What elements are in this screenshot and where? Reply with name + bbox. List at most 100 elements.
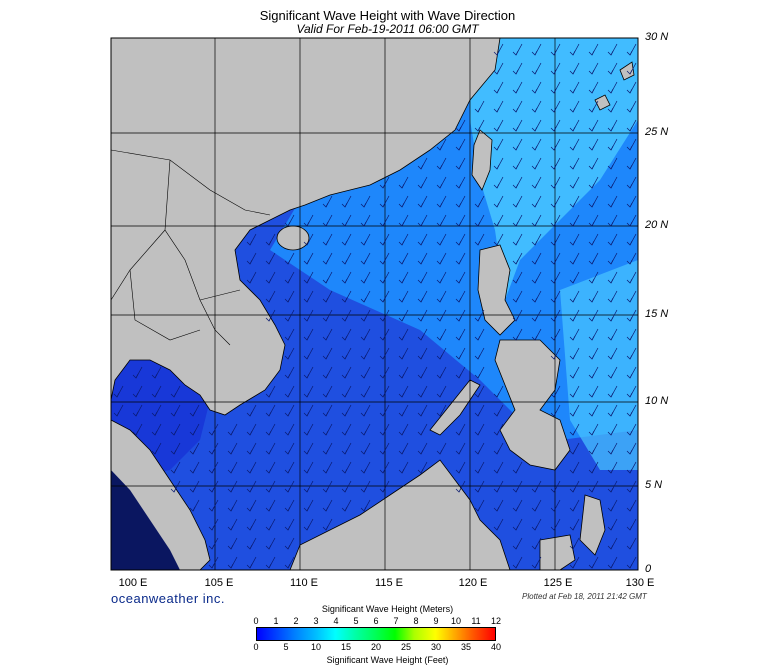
wave-arrow-head [322, 240, 329, 246]
wave-arrow-head [493, 50, 500, 56]
wave-arrow-head [417, 411, 424, 417]
wave-arrow-head [455, 373, 462, 379]
wave-arrow-head [455, 316, 462, 322]
wave-arrow-head [569, 525, 576, 531]
wave-arrow-head [550, 88, 557, 94]
wave-arrow-head [189, 449, 196, 455]
wave-arrow-head [379, 335, 386, 341]
wave-arrow-head [436, 240, 443, 246]
wave-arrow-head [569, 430, 576, 436]
wave-arrow-head [379, 221, 386, 227]
wave-arrow-head [569, 392, 576, 398]
wave-arrow-head [284, 221, 291, 227]
wave-arrow-head [569, 259, 576, 265]
wave-arrow-head [455, 297, 462, 303]
wave-arrow-head [474, 506, 481, 512]
wave-arrow-head [531, 240, 538, 246]
meter-tick: 10 [450, 616, 461, 626]
wave-arrow-head [151, 392, 158, 398]
wave-arrow-head [265, 316, 272, 322]
wave-arrow-head [265, 563, 272, 569]
wave-arrow-head [569, 354, 576, 360]
wave-arrow-head [265, 506, 272, 512]
wave-arrow-head [626, 449, 633, 455]
wave-arrow-head [493, 145, 500, 151]
wave-arrow-head [436, 278, 443, 284]
wave-arrow-head [512, 50, 519, 56]
wave-arrow-head [569, 164, 576, 170]
wave-arrow-head [550, 335, 557, 341]
wave-arrow-head [531, 525, 538, 531]
wave-height-colorbar [256, 627, 496, 641]
wave-arrow-head [284, 297, 291, 303]
wave-arrow-head [607, 183, 614, 189]
wave-arrow-head [588, 278, 595, 284]
wave-arrow-head [569, 126, 576, 132]
wave-arrow-head [208, 525, 215, 531]
wave-arrow-head [550, 164, 557, 170]
wave-arrow-head [512, 506, 519, 512]
wave-arrow-head [436, 411, 443, 417]
borneo [289, 459, 511, 571]
wave-arrow-head [417, 468, 424, 474]
wave-arrow-head [588, 126, 595, 132]
wave-arrow-head [455, 126, 462, 132]
wave-arrow-head [360, 430, 367, 436]
wave-arrow-head [626, 392, 633, 398]
wave-arrow-head [398, 468, 405, 474]
wave-arrow-head [588, 373, 595, 379]
wave-arrow-head [512, 544, 519, 550]
wave-arrow-head [493, 164, 500, 170]
lon-label-110e: 110 E [290, 577, 318, 589]
wave-arrow-head [531, 69, 538, 75]
wave-arrow-head [455, 449, 462, 455]
wave-arrow-head [227, 487, 234, 493]
wave-arrow-head [284, 449, 291, 455]
wave-arrow-head [455, 335, 462, 341]
wave-arrow-head [550, 183, 557, 189]
wave-arrow-head [626, 316, 633, 322]
wave-arrow-head [512, 221, 519, 227]
wave-arrow-head [379, 183, 386, 189]
wave-arrow-head [531, 278, 538, 284]
wave-arrow-head [265, 487, 272, 493]
wave-arrow-head [569, 50, 576, 56]
wave-arrow-head [208, 430, 215, 436]
wave-arrow-head [379, 392, 386, 398]
wave-arrow-head [379, 373, 386, 379]
wave-arrow-head [436, 202, 443, 208]
wave-arrow-head [474, 202, 481, 208]
wave-arrow-head [474, 373, 481, 379]
wave-arrow-head [322, 487, 329, 493]
wave-arrow-head [550, 354, 557, 360]
hainan-island [276, 225, 310, 251]
map-title: Significant Wave Height with Wave Direct… [259, 8, 516, 23]
wave-arrow-head [398, 354, 405, 360]
lon-label-105e: 105 E [204, 577, 234, 589]
wave-arrow-head [265, 468, 272, 474]
wave-arrow-head [588, 468, 595, 474]
wave-arrow-head [607, 449, 614, 455]
feet-tick: 25 [400, 642, 411, 652]
wave-arrow-head [360, 487, 367, 493]
wave-arrow-head [531, 88, 538, 94]
wave-arrow-head [360, 373, 367, 379]
meter-tick: 4 [333, 616, 339, 626]
wave-arrow-head [550, 506, 557, 512]
wave-arrow-head [474, 449, 481, 455]
wave-arrow-head [569, 373, 576, 379]
wave-arrow-head [379, 202, 386, 208]
wave-arrow-head [189, 468, 196, 474]
wave-arrow-head [284, 468, 291, 474]
wave-arrow-head [512, 487, 519, 493]
scale-title-meters: Significant Wave Height (Meters) [321, 604, 454, 614]
wave-arrow-head [322, 525, 329, 531]
wave-arrow-head [512, 183, 519, 189]
wave-arrow-head [626, 335, 633, 341]
wave-arrow-head [588, 449, 595, 455]
wave-arrow-head [569, 449, 576, 455]
meter-tick: 12 [490, 616, 501, 626]
wave-arrow-head [626, 506, 633, 512]
wave-arrow-head [208, 506, 215, 512]
lat-lon-grid [111, 38, 638, 570]
